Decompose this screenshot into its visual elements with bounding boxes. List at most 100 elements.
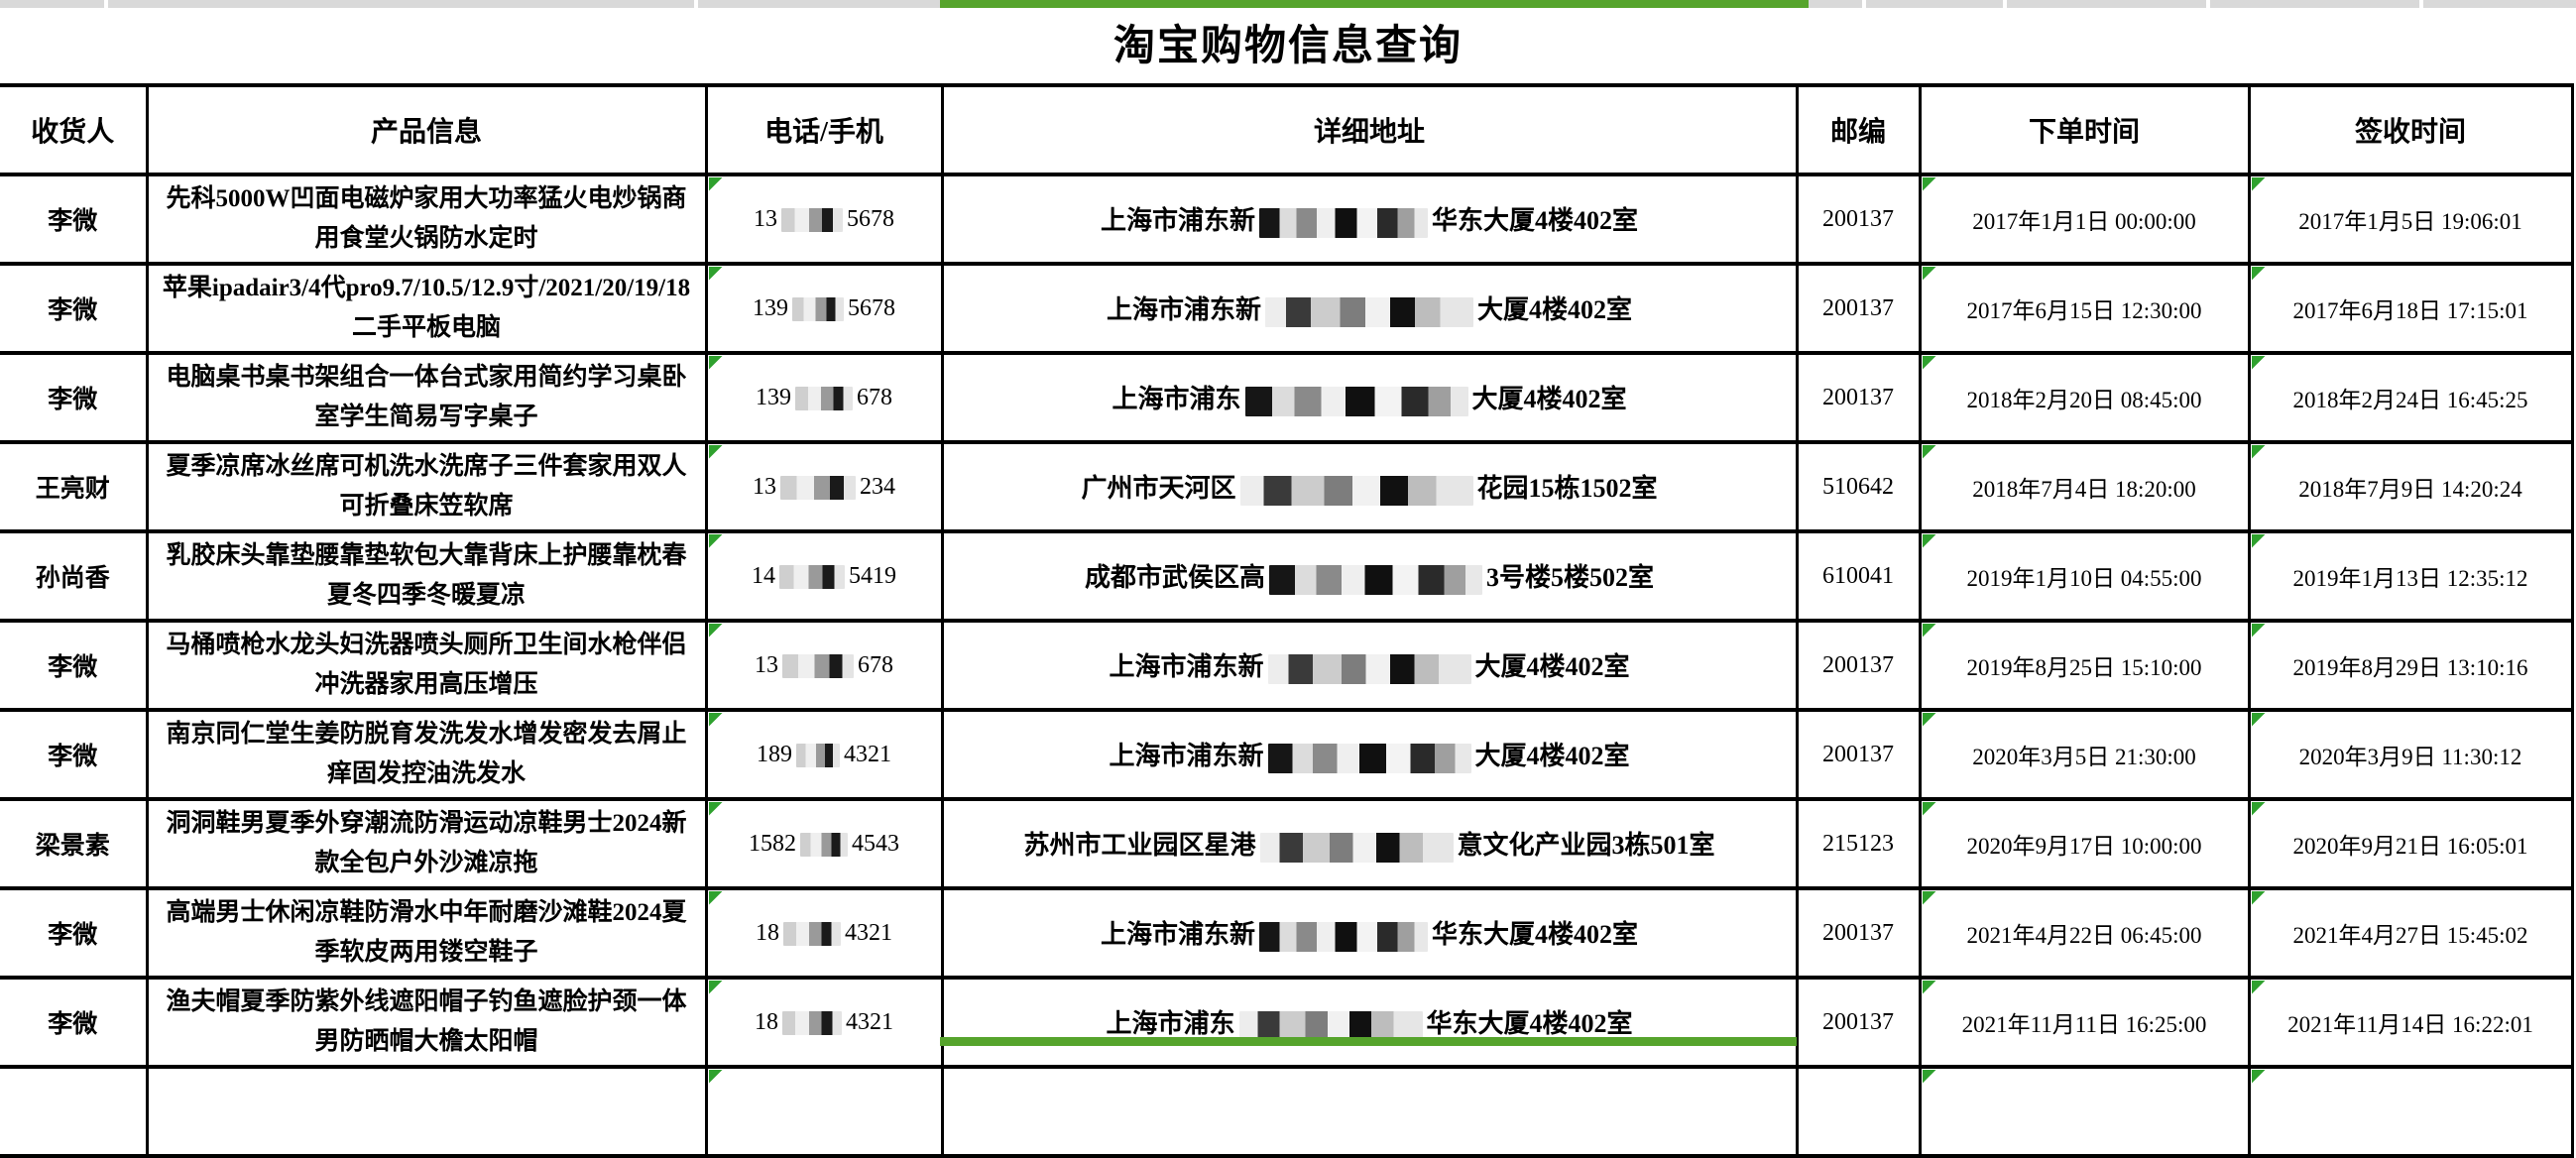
cell-order-time[interactable]: 2017年1月1日 00:00:00 [1918,173,2251,266]
cell-recipient[interactable]: 王亮财 [0,440,149,533]
cell-recipient[interactable]: 李微 [0,708,149,801]
cell-product[interactable]: 马桶喷枪水龙头妇洗器喷头厕所卫生间水枪伴侣冲洗器家用高压增压 [145,619,708,712]
cell-order-time[interactable]: 2018年2月20日 08:45:00 [1918,351,2251,444]
cell-product[interactable]: 高端男士休闲凉鞋防滑水中年耐磨沙滩鞋2024夏季软皮两用镂空鞋子 [145,886,708,980]
cell-zip[interactable]: 510642 [1795,440,1922,533]
cell-receive-time[interactable]: 2021年11月14日 16:22:01 [2247,976,2574,1069]
cell-phone[interactable]: 18 4321 [704,886,944,980]
cell-product[interactable]: 电脑桌书桌书架组合一体台式家用简约学习桌卧室学生简易写字桌子 [145,351,708,444]
cell-phone[interactable]: 13 234 [704,440,944,533]
cell-address[interactable]: 上海市浦东新 华东大厦4楼402室 [940,173,1799,266]
cell-phone[interactable]: 189 4321 [704,708,944,801]
cell-address[interactable]: 上海市浦东 华东大厦4楼402室 [940,976,1799,1069]
cell-empty[interactable] [0,1065,149,1158]
cell-phone[interactable]: 13 5678 [704,173,944,266]
cell-phone[interactable]: 13 678 [704,619,944,712]
cell-phone[interactable]: 139 5678 [704,262,944,355]
cell-order-time[interactable]: 2021年11月11日 16:25:00 [1918,976,2251,1069]
cell-address[interactable]: 成都市武侯区高 3号楼5楼502室 [940,529,1799,623]
cell-address[interactable]: 上海市浦东新 大厦4楼402室 [940,262,1799,355]
cell-address[interactable]: 上海市浦东新 大厦4楼402室 [940,619,1799,712]
cell-phone[interactable]: 139 678 [704,351,944,444]
cell-recipient[interactable]: 梁景素 [0,797,149,890]
cell-receive-time[interactable]: 2017年6月18日 17:15:01 [2247,262,2574,355]
cell-order-time[interactable]: 2017年6月15日 12:30:00 [1918,262,2251,355]
cell-product[interactable]: 苹果ipadair3/4代pro9.7/10.5/12.9寸/2021/20/1… [145,262,708,355]
cell-phone[interactable]: 18 4321 [704,976,944,1069]
cell-zip[interactable]: 200137 [1795,976,1922,1069]
header-recipient[interactable]: 收货人 [0,83,149,176]
cell-empty[interactable] [1918,1065,2251,1158]
cell-zip[interactable]: 215123 [1795,797,1922,890]
cell-recipient[interactable]: 李微 [0,262,149,355]
cell-recipient[interactable]: 李微 [0,976,149,1069]
cell-product[interactable]: 洞洞鞋男夏季外穿潮流防滑运动凉鞋男士2024新款全包户外沙滩凉拖 [145,797,708,890]
cell-address[interactable]: 上海市浦东新 华东大厦4楼402室 [940,886,1799,980]
cell-receive-time[interactable]: 2020年9月21日 16:05:01 [2247,797,2574,890]
table-row: 李微 高端男士休闲凉鞋防滑水中年耐磨沙滩鞋2024夏季软皮两用镂空鞋子 18 4321… [0,886,2574,980]
error-indicator-triangle-icon [709,178,723,191]
redaction-blur [1239,476,1473,507]
cell-phone[interactable]: 14 5419 [704,529,944,623]
header-receive-time[interactable]: 签收时间 [2247,83,2574,176]
cell-zip[interactable]: 200137 [1795,619,1922,712]
cell-order-time[interactable]: 2019年1月10日 04:55:00 [1918,529,2251,623]
cell-recipient[interactable]: 李微 [0,619,149,712]
cell-zip[interactable]: 200137 [1795,173,1922,266]
cell-empty[interactable] [1795,1065,1922,1158]
cell-empty[interactable] [940,1065,1799,1158]
cell-product[interactable]: 先科5000W凹面电磁炉家用大功率猛火电炒锅商用食堂火锅防水定时 [145,173,708,266]
cell-zip[interactable]: 610041 [1795,529,1922,623]
cell-recipient[interactable]: 李微 [0,886,149,980]
cell-receive-time[interactable]: 2018年7月9日 14:20:24 [2247,440,2574,533]
redaction-blur [779,564,845,589]
cell-order-time[interactable]: 2018年7月4日 18:20:00 [1918,440,2251,533]
error-indicator-triangle-icon [2252,178,2266,191]
cell-receive-time[interactable]: 2021年4月27日 15:45:02 [2247,886,2574,980]
redaction-blur [781,207,843,232]
cell-receive-time[interactable]: 2018年2月24日 16:45:25 [2247,351,2574,444]
cell-recipient[interactable]: 李微 [0,173,149,266]
error-indicator-triangle-icon [2252,446,2266,459]
table-row: 李微 马桶喷枪水龙头妇洗器喷头厕所卫生间水枪伴侣冲洗器家用高压增压 13 678 上海市… [0,619,2574,712]
cell-order-time[interactable]: 2021年4月22日 06:45:00 [1918,886,2251,980]
redaction-blur [783,921,841,946]
header-product[interactable]: 产品信息 [145,83,708,176]
header-addr[interactable]: 详细地址 [940,83,1799,176]
header-phone[interactable]: 电话/手机 [704,83,944,176]
cell-recipient[interactable]: 孙尚香 [0,529,149,623]
table-row: 李微 渔夫帽夏季防紫外线遮阳帽子钓鱼遮脸护颈一体男防晒帽大檐太阳帽 18 4321 上海… [0,976,2574,1069]
orders-table: 收货人 产品信息 电话/手机 详细地址 邮编 下单时间 签收时间 李微 先科5000W凹面电磁… [0,83,2574,1158]
cell-recipient[interactable]: 李微 [0,351,149,444]
cell-address[interactable]: 上海市浦东新 大厦4楼402室 [940,708,1799,801]
cell-phone[interactable]: 1582 4543 [704,797,944,890]
cell-receive-time[interactable]: 2017年1月5日 19:06:01 [2247,173,2574,266]
cell-separator [2003,0,2007,8]
error-indicator-triangle-icon [1923,446,1936,459]
cell-receive-time[interactable]: 2020年3月9日 11:30:12 [2247,708,2574,801]
cell-zip[interactable]: 200137 [1795,262,1922,355]
cell-receive-time[interactable]: 2019年8月29日 13:10:16 [2247,619,2574,712]
cell-address[interactable]: 广州市天河区 花园15栋1502室 [940,440,1799,533]
cell-zip[interactable]: 200137 [1795,886,1922,980]
cell-order-time[interactable]: 2020年9月17日 10:00:00 [1918,797,2251,890]
cell-receive-time[interactable]: 2019年1月13日 12:35:12 [2247,529,2574,623]
cell-product[interactable]: 夏季凉席冰丝席可机洗水洗席子三件套家用双人可折叠床笠软席 [145,440,708,533]
table-row: 李微 南京同仁堂生姜防脱育发洗发水增发密发去屑止痒固发控油洗发水 189 4321 上海… [0,708,2574,801]
cell-empty[interactable] [704,1065,944,1158]
cell-product[interactable]: 南京同仁堂生姜防脱育发洗发水增发密发去屑止痒固发控油洗发水 [145,708,708,801]
header-zip[interactable]: 邮编 [1795,83,1922,176]
cell-zip[interactable]: 200137 [1795,351,1922,444]
redaction-blur [795,386,853,410]
cell-product[interactable]: 乳胶床头靠垫腰靠垫软包大靠背床上护腰靠枕春夏冬四季冬暖夏凉 [145,529,708,623]
header-order-time[interactable]: 下单时间 [1918,83,2251,176]
cell-address[interactable]: 上海市浦东 大厦4楼402室 [940,351,1799,444]
cell-empty[interactable] [145,1065,708,1158]
cell-order-time[interactable]: 2019年8月25日 15:10:00 [1918,619,2251,712]
cell-zip[interactable]: 200137 [1795,708,1922,801]
sheet-title-cell[interactable]: 淘宝购物信息查询 [1112,24,1463,69]
cell-empty[interactable] [2247,1065,2574,1158]
cell-address[interactable]: 苏州市工业园区星港 意文化产业园3栋501室 [940,797,1799,890]
cell-order-time[interactable]: 2020年3月5日 21:30:00 [1918,708,2251,801]
cell-product[interactable]: 渔夫帽夏季防紫外线遮阳帽子钓鱼遮脸护颈一体男防晒帽大檐太阳帽 [145,976,708,1069]
